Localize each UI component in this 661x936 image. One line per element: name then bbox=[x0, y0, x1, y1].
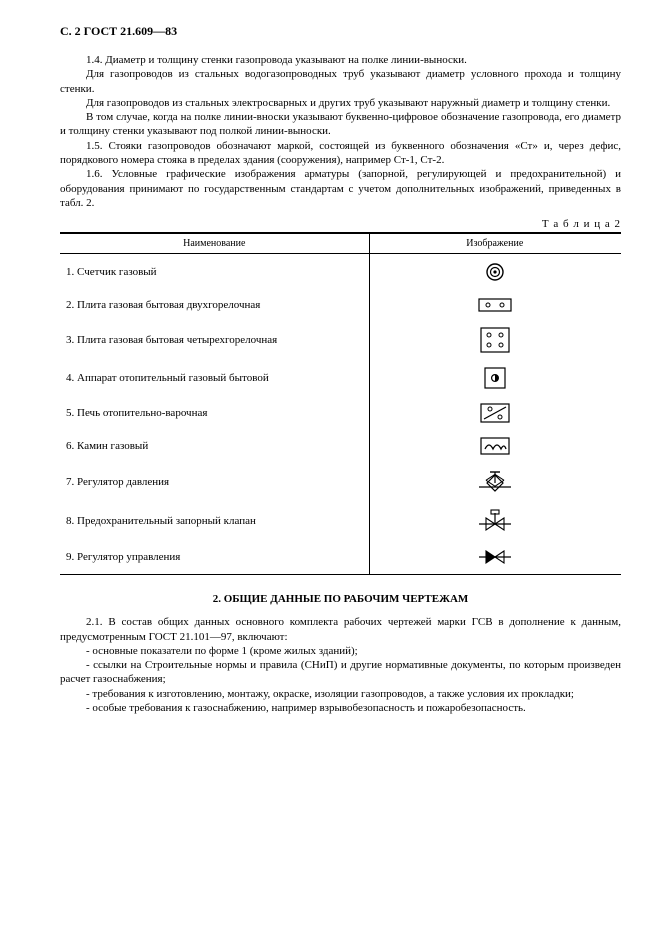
table-caption: Т а б л и ц а 2 bbox=[60, 218, 621, 230]
table-row: 1. Счетчик газовый bbox=[60, 254, 621, 291]
body-paragraph: В том случае, когда на полке линии-вноск… bbox=[60, 110, 621, 139]
section-2-list: - основные показатели по форме 1 (кроме … bbox=[60, 644, 621, 715]
table-row: 9. Регулятор управления bbox=[60, 540, 621, 575]
stove-2-icon bbox=[478, 297, 512, 313]
row-label: 6. Камин газовый bbox=[60, 430, 369, 462]
row-label: 2. Плита газовая бытовая двухгорелочная bbox=[60, 290, 369, 320]
body-paragraph: 1.6. Условные графические изображения ар… bbox=[60, 167, 621, 210]
row-label: 9. Регулятор управления bbox=[60, 540, 369, 575]
row-icon-cell bbox=[369, 430, 621, 462]
row-icon-cell bbox=[369, 254, 621, 291]
heater-icon bbox=[484, 367, 506, 389]
safety-valve-icon bbox=[478, 509, 512, 533]
body-paragraph: 1.4. Диаметр и толщину стенки газопровод… bbox=[60, 53, 621, 67]
row-label: 4. Аппарат отопительный газовый бытовой bbox=[60, 360, 369, 396]
list-item: - особые требования к газоснабжению, нап… bbox=[60, 701, 621, 715]
col-header-image: Изображение bbox=[369, 233, 621, 254]
table-row: 3. Плита газовая бытовая четырехгорелочн… bbox=[60, 320, 621, 360]
body-paragraph: Для газопроводов из стальных электросвар… bbox=[60, 96, 621, 110]
row-label: 3. Плита газовая бытовая четырехгорелочн… bbox=[60, 320, 369, 360]
fireplace-icon bbox=[480, 437, 510, 455]
section-2-title: 2. ОБЩИЕ ДАННЫЕ ПО РАБОЧИМ ЧЕРТЕЖАМ bbox=[60, 593, 621, 605]
pressure-reg-icon bbox=[478, 469, 512, 495]
row-label: 1. Счетчик газовый bbox=[60, 254, 369, 291]
table-row: 4. Аппарат отопительный газовый бытовой bbox=[60, 360, 621, 396]
body-paragraph: Для газопроводов из стальных водогазопро… bbox=[60, 67, 621, 96]
row-label: 5. Печь отопительно-варочная bbox=[60, 396, 369, 430]
symbol-table: Наименование Изображение 1. Счетчик газо… bbox=[60, 232, 621, 575]
list-item: - ссылки на Строительные нормы и правила… bbox=[60, 658, 621, 687]
control-reg-icon bbox=[478, 547, 512, 567]
body-paragraph: 1.5. Стояки газопроводов обозначают марк… bbox=[60, 139, 621, 168]
row-icon-cell bbox=[369, 290, 621, 320]
table-row: 8. Предохранительный запорный клапан bbox=[60, 502, 621, 540]
oven-icon bbox=[480, 403, 510, 423]
row-label: 8. Предохранительный запорный клапан bbox=[60, 502, 369, 540]
list-item: - основные показатели по форме 1 (кроме … bbox=[60, 644, 621, 658]
row-icon-cell bbox=[369, 462, 621, 502]
section-2-intro: 2.1. В состав общих данных основного ком… bbox=[60, 615, 621, 644]
row-label: 7. Регулятор давления bbox=[60, 462, 369, 502]
list-item: - требования к изготовлению, монтажу, ок… bbox=[60, 687, 621, 701]
row-icon-cell bbox=[369, 540, 621, 575]
table-row: 5. Печь отопительно-варочная bbox=[60, 396, 621, 430]
page-header: С. 2 ГОСТ 21.609—83 bbox=[60, 24, 621, 39]
row-icon-cell bbox=[369, 360, 621, 396]
row-icon-cell bbox=[369, 320, 621, 360]
table-row: 2. Плита газовая бытовая двухгорелочная bbox=[60, 290, 621, 320]
table-row: 7. Регулятор давления bbox=[60, 462, 621, 502]
row-icon-cell bbox=[369, 396, 621, 430]
col-header-name: Наименование bbox=[60, 233, 369, 254]
table-row: 6. Камин газовый bbox=[60, 430, 621, 462]
stove-4-icon bbox=[480, 327, 510, 353]
gas-meter-icon bbox=[484, 261, 506, 283]
row-icon-cell bbox=[369, 502, 621, 540]
